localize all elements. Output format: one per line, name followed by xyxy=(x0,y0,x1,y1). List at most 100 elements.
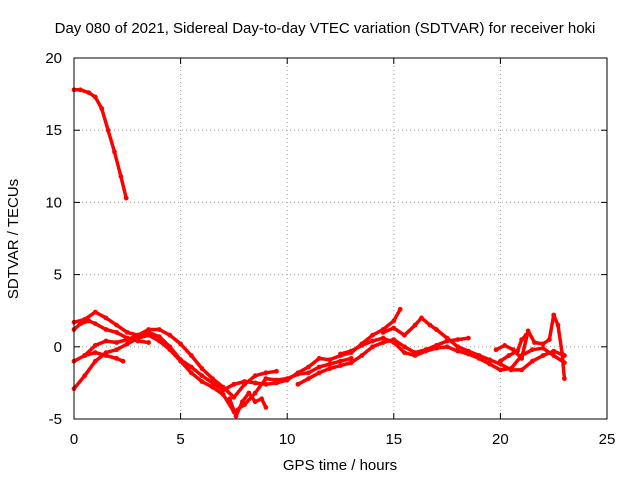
data-point xyxy=(263,381,269,387)
series-line xyxy=(338,336,567,372)
data-point xyxy=(498,367,503,373)
data-point xyxy=(92,350,98,355)
data-point xyxy=(359,353,365,358)
data-point xyxy=(316,370,322,376)
data-point xyxy=(82,373,88,379)
data-point xyxy=(92,94,98,100)
series-line xyxy=(296,336,471,387)
data-point xyxy=(210,376,216,381)
data-point xyxy=(252,380,258,386)
series-s1 xyxy=(71,87,129,201)
data-point xyxy=(188,364,194,370)
series-s5 xyxy=(71,318,152,345)
data-point xyxy=(135,332,141,338)
data-point xyxy=(444,335,450,341)
data-point xyxy=(380,335,386,341)
data-point xyxy=(124,341,130,347)
data-point xyxy=(348,360,354,366)
data-point xyxy=(540,345,546,351)
data-point xyxy=(359,343,365,348)
data-point xyxy=(199,366,205,371)
data-point xyxy=(559,351,565,357)
y-tick-label: 20 xyxy=(45,50,62,67)
data-point xyxy=(231,381,237,387)
series-s12 xyxy=(498,332,529,364)
data-point xyxy=(92,343,98,348)
data-point xyxy=(105,127,111,133)
data-point xyxy=(316,356,322,361)
data-point xyxy=(551,348,557,354)
data-point xyxy=(246,390,252,396)
plot-frame xyxy=(73,57,608,420)
data-point xyxy=(252,390,258,396)
data-point xyxy=(532,340,537,345)
data-point xyxy=(530,358,535,364)
data-point xyxy=(338,351,343,357)
data-point xyxy=(86,318,92,324)
data-point xyxy=(242,379,248,384)
data-point xyxy=(397,306,403,312)
data-point xyxy=(120,358,126,364)
data-point xyxy=(274,368,279,374)
y-tick-label: 0 xyxy=(54,339,62,356)
data-point xyxy=(306,364,311,370)
data-point xyxy=(434,345,439,351)
data-point xyxy=(295,370,301,376)
data-point xyxy=(220,387,226,393)
data-point xyxy=(434,327,439,332)
data-point xyxy=(210,380,216,386)
data-point xyxy=(114,340,119,345)
data-point xyxy=(114,330,119,335)
data-point xyxy=(259,396,264,402)
x-axis-label: GPS time / hours xyxy=(283,457,397,474)
y-tick-label: -5 xyxy=(49,411,62,428)
data-point xyxy=(118,174,124,179)
data-point xyxy=(274,380,279,386)
data-point xyxy=(199,373,205,379)
data-point xyxy=(402,350,407,355)
data-point xyxy=(263,370,269,376)
data-point xyxy=(123,195,129,201)
x-tick-label: 20 xyxy=(492,431,509,448)
data-point xyxy=(78,321,83,327)
series-s11 xyxy=(493,312,567,381)
data-point xyxy=(167,344,173,350)
data-point xyxy=(188,370,194,376)
data-point xyxy=(466,348,471,354)
y-axis-label: SDTVAR / TECUs xyxy=(5,179,22,299)
data-point xyxy=(316,364,322,370)
data-point xyxy=(135,338,141,344)
data-point xyxy=(199,379,205,384)
data-point xyxy=(78,87,83,93)
data-point xyxy=(156,327,162,332)
x-tick-label: 25 xyxy=(599,431,616,448)
series-s3 xyxy=(71,332,354,415)
data-point xyxy=(114,347,119,353)
data-point xyxy=(252,373,258,379)
data-point xyxy=(498,358,503,364)
data-point xyxy=(519,367,525,373)
y-tick-label: 15 xyxy=(45,122,62,139)
data-point xyxy=(99,106,105,111)
data-point xyxy=(427,322,433,328)
series-s8 xyxy=(295,335,471,387)
data-point xyxy=(103,353,109,358)
data-point xyxy=(370,338,375,344)
data-point xyxy=(487,361,493,367)
data-point xyxy=(380,330,386,335)
data-point xyxy=(210,384,216,390)
data-point xyxy=(562,376,567,381)
data-point xyxy=(112,149,117,155)
data-point xyxy=(455,344,461,350)
data-point xyxy=(525,328,531,334)
data-point xyxy=(92,358,98,364)
data-point xyxy=(252,399,258,405)
data-point xyxy=(455,348,461,354)
data-point xyxy=(391,325,397,331)
chart-title: Day 080 of 2021, Sidereal Day-to-day VTE… xyxy=(55,20,596,37)
data-point xyxy=(146,330,152,335)
data-point xyxy=(391,318,397,324)
data-point xyxy=(103,315,109,321)
data-point xyxy=(508,367,514,373)
